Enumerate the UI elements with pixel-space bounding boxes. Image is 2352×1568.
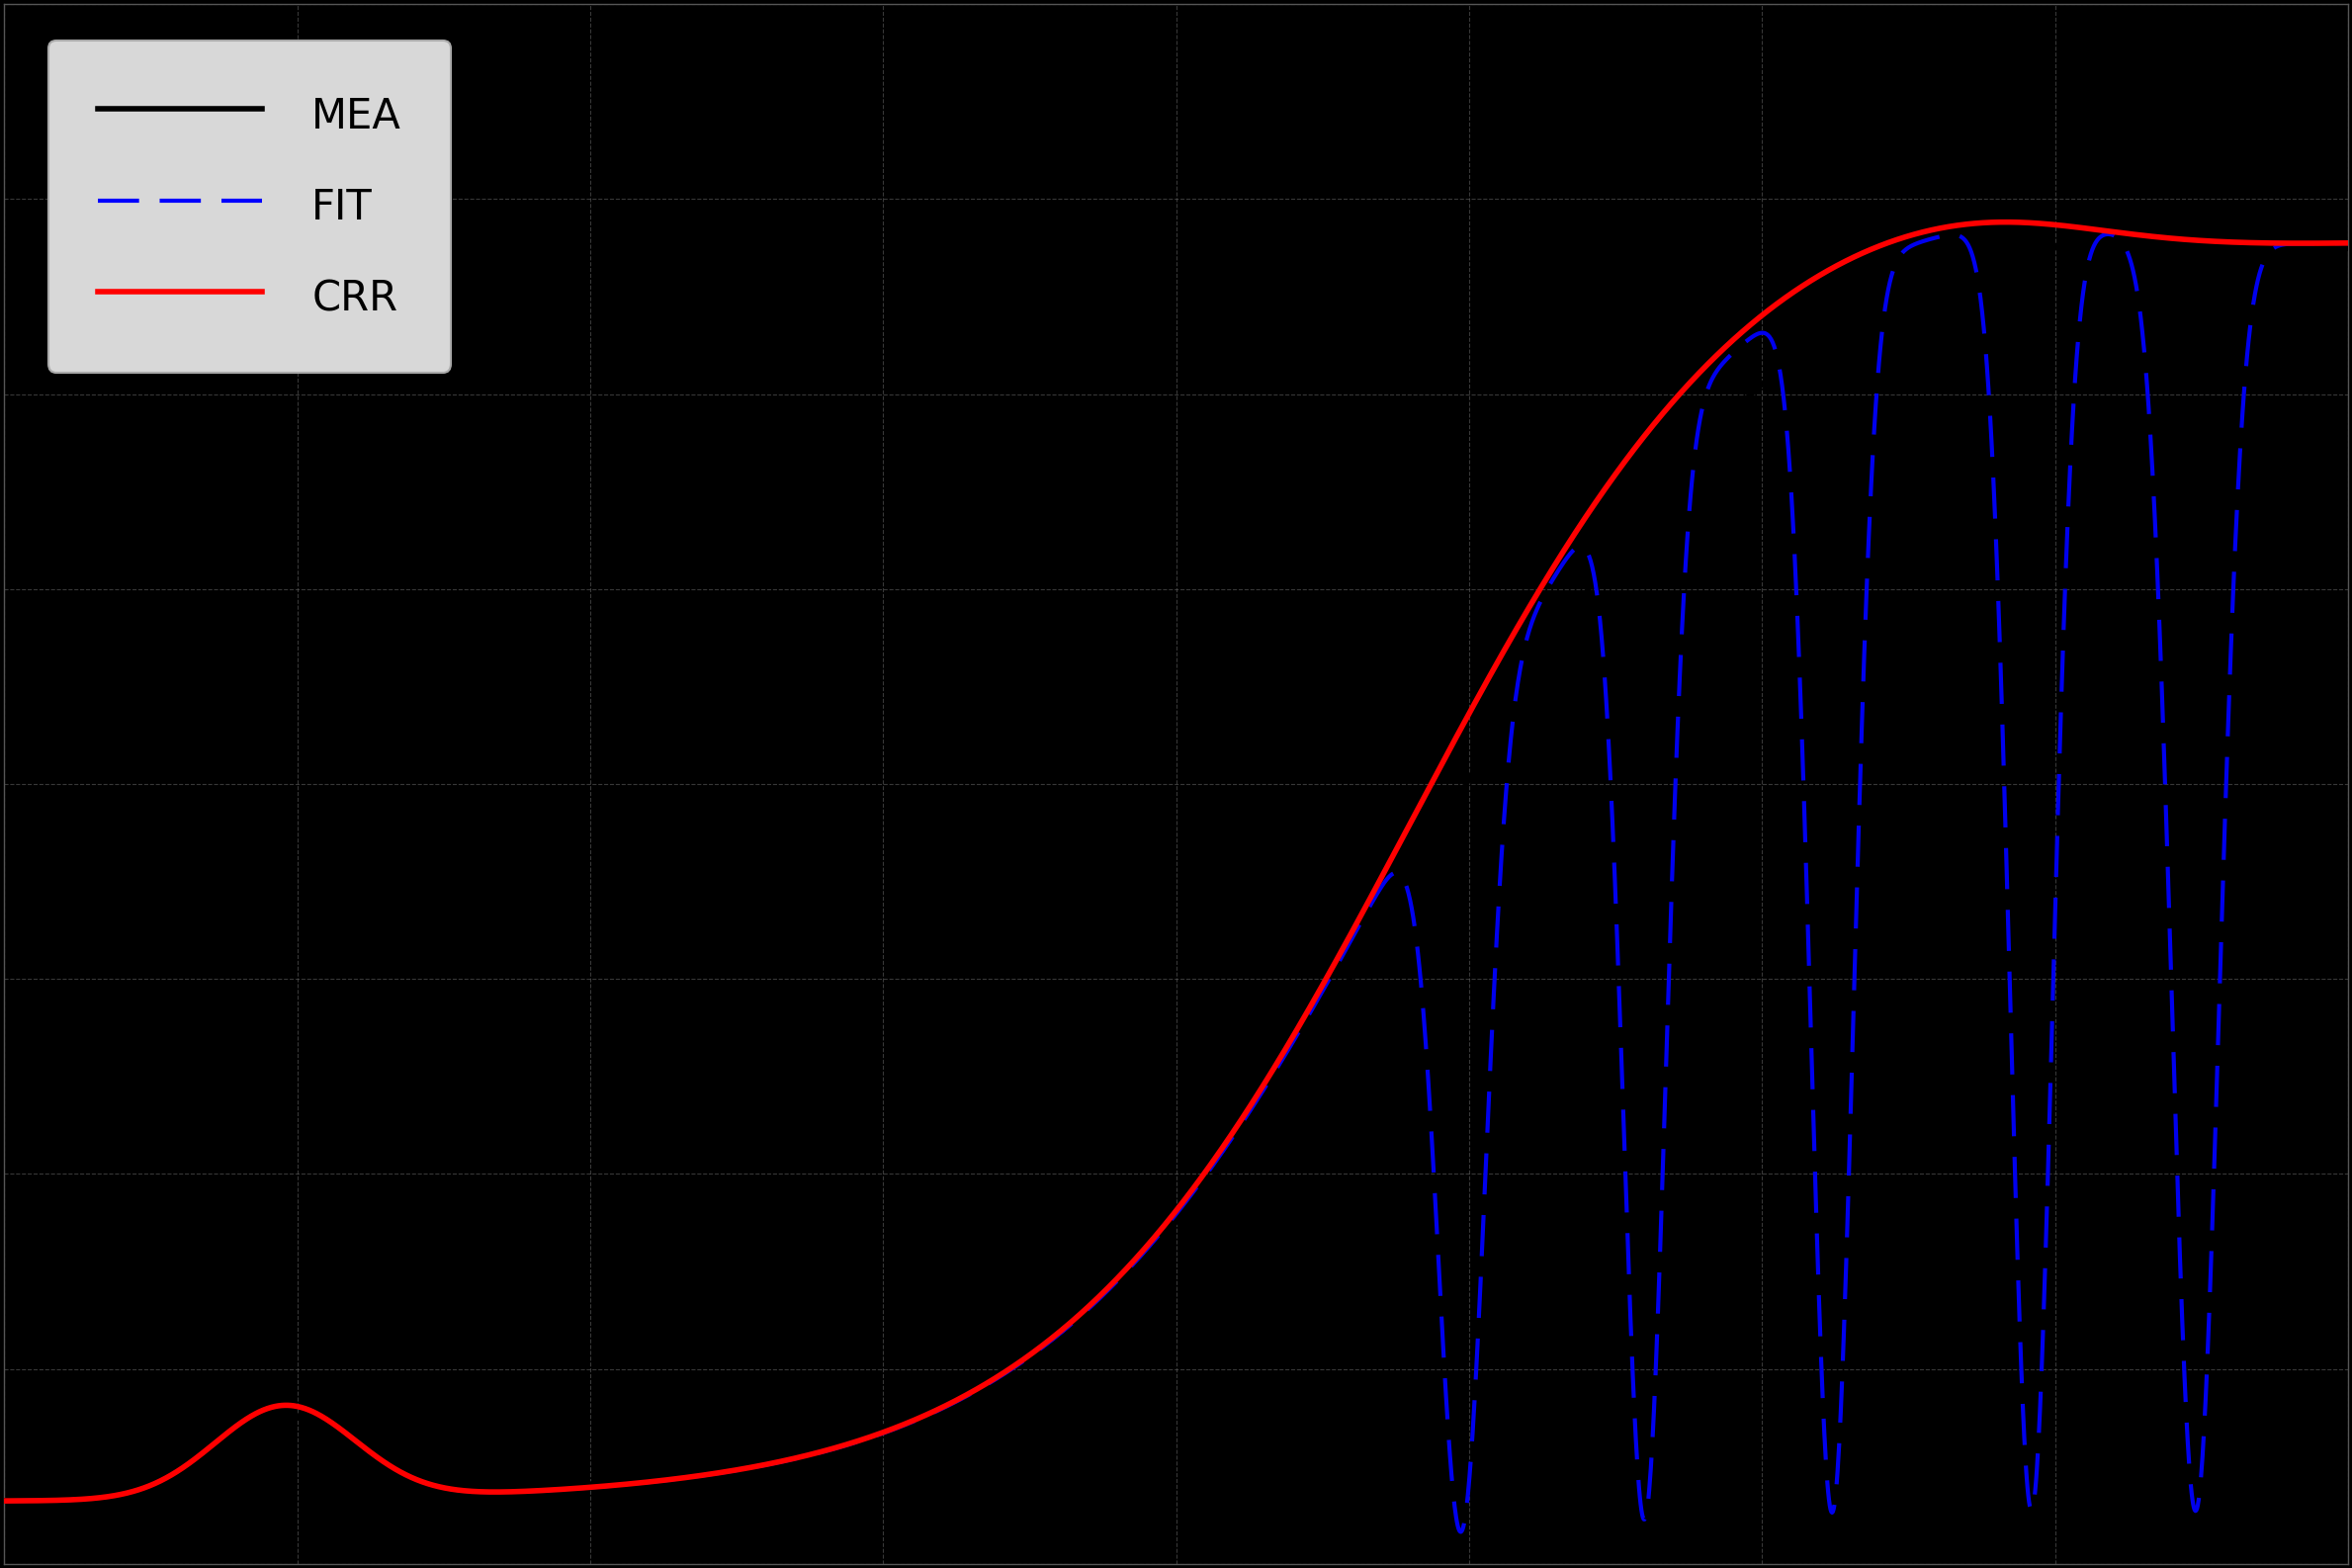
FIT (0, 1491, 19, 1510)
FIT (2037, 1085, 2065, 1104)
FIT (2333, 234, 2352, 252)
MEA (256, 1403, 285, 1422)
Line: MEA: MEA (5, 246, 2347, 1501)
MEA (397, 1475, 426, 1494)
MEA (2333, 238, 2352, 257)
MEA (990, 1359, 1018, 1378)
CRR (2288, 234, 2317, 252)
CRR (2333, 234, 2352, 252)
MEA (0, 1491, 19, 1510)
CRR (0, 1491, 19, 1510)
Legend: MEA, FIT, CRR: MEA, FIT, CRR (47, 41, 452, 372)
CRR (256, 1399, 285, 1417)
CRR (397, 1468, 426, 1486)
FIT (1446, 1523, 1475, 1541)
FIT (397, 1468, 426, 1486)
CRR (2037, 215, 2065, 234)
CRR (1992, 213, 2020, 232)
FIT (2093, 224, 2122, 243)
MEA (2288, 240, 2317, 259)
Line: CRR: CRR (5, 223, 2347, 1501)
FIT (990, 1364, 1018, 1383)
MEA (889, 1410, 917, 1428)
FIT (2288, 234, 2317, 252)
Line: FIT: FIT (5, 234, 2347, 1532)
CRR (889, 1416, 917, 1435)
MEA (2072, 237, 2100, 256)
FIT (256, 1399, 285, 1417)
CRR (990, 1363, 1018, 1381)
FIT (889, 1416, 917, 1435)
MEA (2034, 238, 2063, 257)
